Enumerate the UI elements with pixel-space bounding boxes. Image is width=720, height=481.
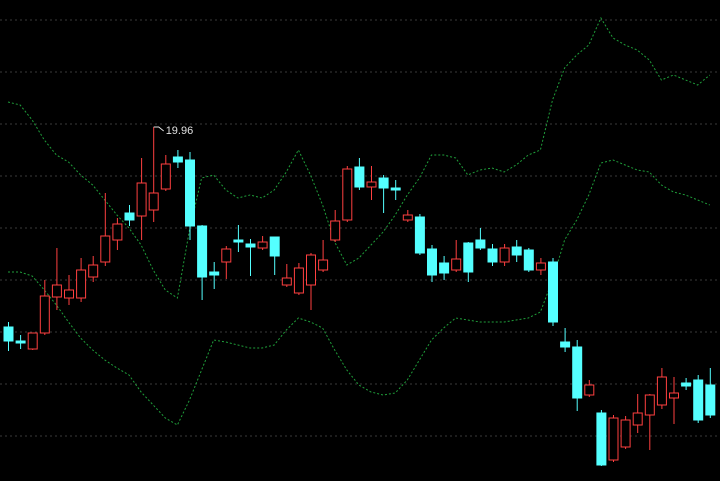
candle-body bbox=[402, 214, 413, 221]
band-line bbox=[8, 159, 710, 426]
candle-body bbox=[499, 247, 510, 263]
candle-body bbox=[584, 384, 595, 396]
candle-body bbox=[427, 248, 437, 276]
candle-body bbox=[487, 248, 498, 263]
candle-body bbox=[560, 341, 571, 348]
candle-body bbox=[632, 412, 643, 426]
candle-body bbox=[414, 216, 425, 254]
candle-body bbox=[221, 248, 232, 263]
candle-body bbox=[76, 269, 87, 299]
candle-body bbox=[136, 182, 147, 217]
candle-body bbox=[475, 239, 486, 249]
candle-body bbox=[463, 242, 474, 273]
candle-body bbox=[390, 187, 401, 191]
candle-body bbox=[342, 168, 353, 221]
candle-body bbox=[644, 394, 655, 416]
candle-body bbox=[51, 284, 62, 298]
candle-body bbox=[439, 262, 450, 274]
candle-body bbox=[148, 192, 159, 211]
candle-body bbox=[112, 223, 123, 241]
band-line bbox=[7, 16, 711, 299]
candle-body bbox=[318, 259, 329, 271]
candle-body bbox=[233, 239, 244, 243]
candle-body bbox=[620, 419, 631, 448]
candle-body bbox=[245, 243, 256, 248]
candle-body bbox=[523, 249, 534, 271]
candle-body bbox=[608, 417, 619, 461]
candle-body bbox=[160, 163, 171, 190]
candle-body bbox=[293, 267, 304, 294]
candle-body bbox=[64, 289, 74, 299]
candle-body bbox=[197, 225, 208, 278]
candle-body bbox=[669, 392, 679, 399]
candle-body bbox=[572, 346, 583, 399]
candle-body bbox=[172, 156, 183, 163]
candle-body bbox=[596, 412, 607, 466]
candle-body bbox=[39, 295, 50, 334]
candle-body bbox=[306, 254, 316, 286]
candle-body bbox=[124, 212, 135, 221]
candle-body bbox=[354, 166, 365, 188]
candle-body bbox=[281, 277, 292, 286]
candle-body bbox=[656, 376, 667, 406]
candle-body bbox=[511, 246, 522, 256]
candle-body bbox=[451, 258, 462, 271]
high-marker bbox=[153, 126, 165, 132]
candle-body bbox=[257, 241, 268, 249]
candle-body bbox=[705, 384, 716, 416]
grid bbox=[0, 19, 720, 437]
candle-body bbox=[209, 271, 220, 276]
candle-body bbox=[378, 177, 389, 189]
candle-body bbox=[535, 262, 546, 271]
candle-body bbox=[693, 379, 704, 421]
candle-body bbox=[330, 220, 341, 241]
candle-body bbox=[100, 235, 111, 263]
high-label: 19.96 bbox=[166, 125, 194, 137]
candle-body bbox=[681, 382, 692, 387]
candle-body bbox=[366, 181, 377, 188]
candle-body bbox=[185, 159, 195, 227]
candle-body bbox=[88, 264, 99, 278]
candle-body bbox=[27, 332, 38, 350]
candle-body bbox=[3, 326, 14, 342]
candle-body bbox=[548, 261, 558, 323]
candle-body bbox=[15, 340, 26, 344]
candle-body bbox=[269, 236, 280, 257]
